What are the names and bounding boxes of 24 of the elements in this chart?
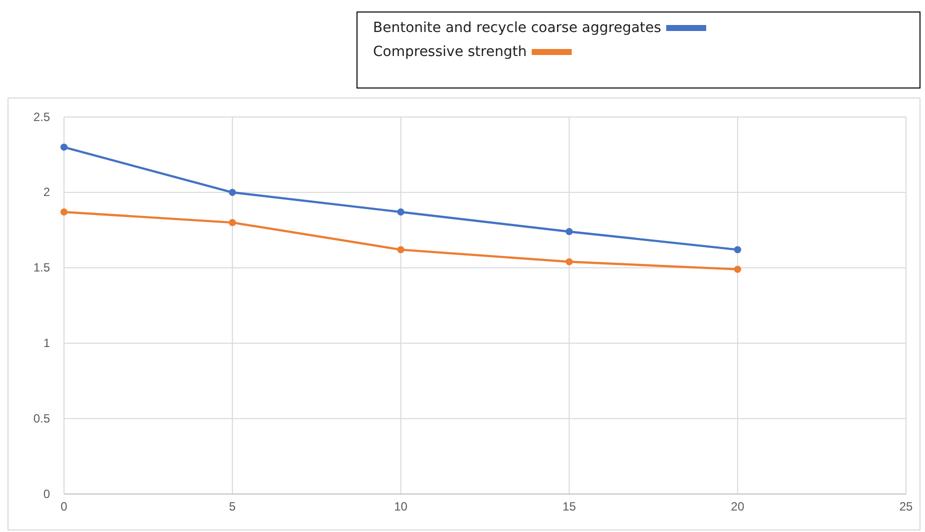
y-tick-label: 0.5 — [33, 411, 50, 426]
point — [566, 228, 573, 236]
point — [734, 246, 742, 254]
point — [397, 246, 404, 254]
x-tick-label: 20 — [730, 500, 745, 514]
x-tick-label: 5 — [229, 500, 236, 514]
x-tick-label: 10 — [394, 500, 408, 514]
y-tick-label: 1.5 — [33, 260, 50, 275]
legend-label: Compressive strength — [373, 44, 527, 60]
x-tick-label: 0 — [60, 500, 68, 514]
y-tick-label: 1 — [43, 336, 50, 350]
point — [397, 208, 404, 216]
x-tick-label: 25 — [899, 500, 913, 514]
point — [228, 219, 236, 226]
point — [60, 208, 68, 216]
y-tick-label: 0 — [43, 486, 50, 501]
y-tick-label: 2 — [43, 185, 50, 200]
point — [60, 144, 68, 151]
y-tick-label: 2.5 — [33, 110, 50, 124]
x-tick-label: 15 — [562, 500, 576, 514]
point — [566, 258, 573, 266]
point — [228, 188, 236, 196]
point — [734, 266, 742, 273]
legend-label: Bentonite and recycle coarse aggregates — [373, 20, 662, 36]
